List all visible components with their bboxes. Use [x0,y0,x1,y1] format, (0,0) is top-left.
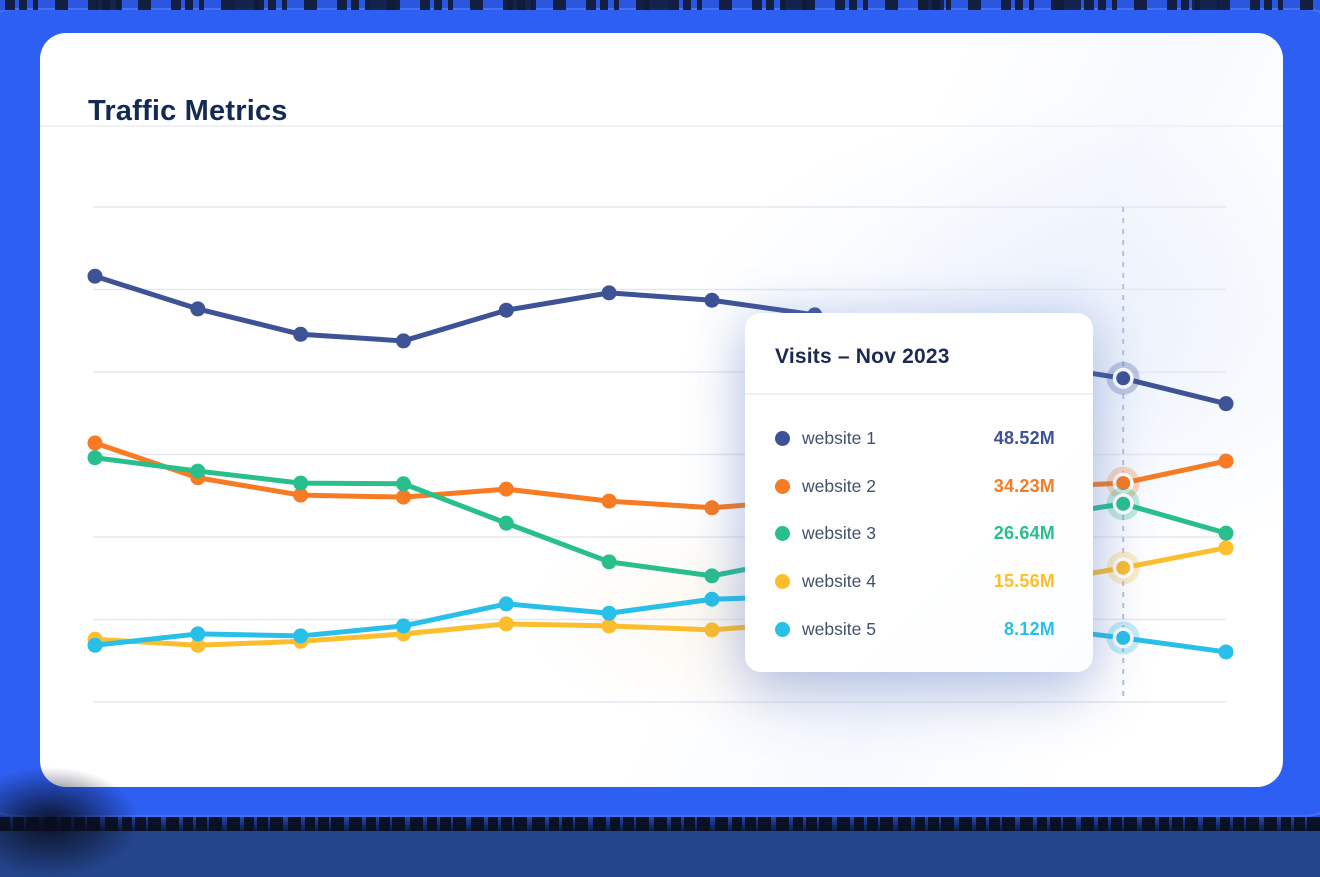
tooltip-row-label: website 4 [802,571,876,592]
tooltip-row-website-1: website 1 48.52M [775,415,1055,463]
data-point-website-3-7[interactable] [704,568,720,584]
tooltip-row-value: 8.12M [1003,618,1055,639]
series-dot-icon [775,478,790,494]
series-dot-icon [775,621,790,637]
data-point-website-5-1[interactable] [87,637,103,653]
data-point-website-4-5[interactable] [498,616,514,632]
data-point-website-3-1[interactable] [87,450,103,466]
data-point-website-2-12[interactable] [1218,453,1234,469]
traffic-metrics-card: Traffic Metrics Visits – Nov 2023 websit… [40,33,1283,787]
tooltip-row-website-2: website 2 34.23M [775,463,1055,511]
data-point-website-1-12[interactable] [1218,396,1234,412]
tooltip-row-value: 48.52M [993,428,1055,449]
series-dot-icon [775,574,790,590]
data-point-website-5-7[interactable] [704,591,720,607]
data-point-website-2-6[interactable] [601,493,617,509]
data-point-website-4-2[interactable] [190,637,206,653]
tooltip-title: Visits – Nov 2023 [775,345,950,368]
data-point-website-4-6[interactable] [601,618,617,634]
card-header: Traffic Metrics [40,33,1283,127]
tooltip-divider [745,393,1093,395]
data-point-website-3-2[interactable] [190,463,206,479]
tooltip-rows: website 1 48.52M website 2 34.23M website 3 2… [775,415,1055,653]
highlight-point-website-2[interactable] [1116,476,1131,491]
highlight-point-website-1[interactable] [1116,371,1131,386]
data-point-website-5-2[interactable] [190,626,206,642]
tooltip-row-value: 34.23M [993,475,1055,496]
data-point-website-1-7[interactable] [704,292,720,308]
data-point-website-1-1[interactable] [87,268,103,284]
data-point-website-5-3[interactable] [293,628,309,644]
tooltip-row-label: website 2 [802,475,876,496]
data-point-website-3-12[interactable] [1218,525,1234,541]
tooltip-row-website-3: website 3 26.64M [775,510,1055,558]
data-point-website-2-7[interactable] [704,500,720,516]
highlight-point-website-5[interactable] [1116,630,1131,645]
tooltip-row-website-4: website 4 15.56M [775,558,1055,606]
data-point-website-3-4[interactable] [395,476,411,492]
tooltip-row-label: website 1 [802,428,876,449]
data-point-website-5-12[interactable] [1218,644,1234,660]
data-point-website-1-5[interactable] [498,302,514,318]
data-point-website-2-3[interactable] [293,487,309,503]
data-point-website-1-4[interactable] [395,333,411,349]
data-point-website-2-5[interactable] [498,481,514,497]
data-point-website-5-5[interactable] [498,596,514,612]
data-point-website-5-6[interactable] [601,605,617,621]
data-point-website-1-2[interactable] [190,301,206,317]
data-point-website-3-5[interactable] [498,515,514,531]
tooltip-row-value: 26.64M [993,523,1055,544]
data-point-website-1-3[interactable] [293,326,309,342]
series-dot-icon [775,431,790,447]
highlight-point-website-4[interactable] [1116,560,1131,575]
data-point-website-2-4[interactable] [395,489,411,505]
series-dot-icon [775,526,790,542]
traffic-chart[interactable] [40,33,1283,787]
tooltip-row-value: 15.56M [993,571,1055,592]
card-title: Traffic Metrics [88,95,288,127]
tooltip-row-label: website 5 [802,618,876,639]
chart-tooltip: Visits – Nov 2023 website 1 48.52M website… [745,313,1093,672]
tooltip-row-label: website 3 [802,523,876,544]
header-divider [40,125,1283,127]
data-point-website-4-7[interactable] [704,622,720,638]
data-point-website-2-1[interactable] [87,435,103,451]
data-point-website-1-6[interactable] [601,285,617,301]
highlight-point-website-3[interactable] [1116,496,1131,511]
data-point-website-3-6[interactable] [601,554,617,570]
data-point-website-3-3[interactable] [293,475,309,491]
data-point-website-5-4[interactable] [395,618,411,634]
data-point-website-4-12[interactable] [1218,540,1234,556]
tooltip-row-website-5: website 5 8.12M [775,605,1055,653]
